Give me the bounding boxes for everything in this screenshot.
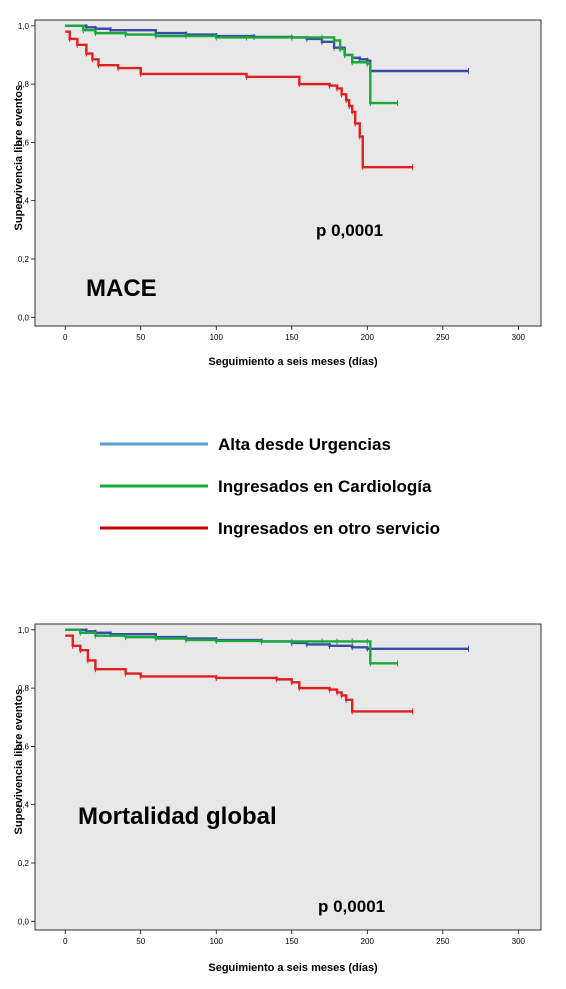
mace-chart: 0,0 0,2 0,4 0,6 0,8 1,0 0 50 100 150 200 250 300 Segu… xyxy=(13,19,542,368)
chart-annotation: Mortalidad global xyxy=(78,803,277,830)
y-tick-label: 0,8 xyxy=(18,684,30,693)
p-value: p 0,0001 xyxy=(316,221,383,240)
survival-curve-1 xyxy=(65,24,398,105)
x-tick-label: 100 xyxy=(210,333,224,342)
x-tick-label: 100 xyxy=(210,937,224,946)
x-tick-label: 150 xyxy=(285,937,299,946)
x-tick-label: 200 xyxy=(361,333,375,342)
x-tick-label: 300 xyxy=(512,333,526,342)
x-tick-label: 50 xyxy=(136,333,145,342)
y-tick-label: 0,4 xyxy=(18,197,30,206)
legend-label-otro-servicio: Ingresados en otro servicio xyxy=(218,519,440,538)
y-tick-label: 0,8 xyxy=(18,80,30,89)
x-tick-label: 150 xyxy=(285,333,299,342)
x-tick-label: 200 xyxy=(361,937,375,946)
y-tick-label: 0,2 xyxy=(18,255,30,264)
x-tick-label: 50 xyxy=(136,937,145,946)
x-axis-label: Seguimiento a seis meses (días) xyxy=(208,962,378,974)
y-tick-label: 0,4 xyxy=(18,801,30,810)
x-tick-label: 0 xyxy=(63,937,68,946)
y-tick-label: 0,6 xyxy=(18,742,30,751)
y-tick-label: 0,2 xyxy=(18,859,30,868)
p-value: p 0,0001 xyxy=(318,897,385,916)
y-tick-label: 0,0 xyxy=(18,917,30,926)
plot-area xyxy=(34,623,542,931)
y-tick-label: 1,0 xyxy=(18,22,30,31)
y-axis-label: Supervivencia libre eventos xyxy=(13,85,25,231)
x-tick-label: 250 xyxy=(436,937,450,946)
y-tick-label: 0,0 xyxy=(18,313,30,322)
x-axis-label: Seguimiento a seis meses (días) xyxy=(208,356,378,368)
y-tick-label: 0,6 xyxy=(18,138,30,147)
legend-label-cardiologia: Ingresados en Cardiología xyxy=(218,477,432,496)
survival-curve-2 xyxy=(65,30,413,169)
mortalidad-chart: 0,0 0,2 0,4 0,6 0,8 1,0 0 50 100 150 200 250 300 Segu… xyxy=(13,623,542,974)
y-tick-label: 1,0 xyxy=(18,626,30,635)
y-axis-label: Supervivencia libre eventos xyxy=(13,689,25,835)
chart-legend: Alta desde Urgencias Ingresados en Cardi… xyxy=(100,435,440,538)
x-tick-label: 250 xyxy=(436,333,450,342)
x-tick-label: 0 xyxy=(63,333,68,342)
x-tick-label: 300 xyxy=(512,937,526,946)
chart-annotation: MACE xyxy=(86,275,157,302)
legend-label-alta: Alta desde Urgencias xyxy=(218,435,391,454)
